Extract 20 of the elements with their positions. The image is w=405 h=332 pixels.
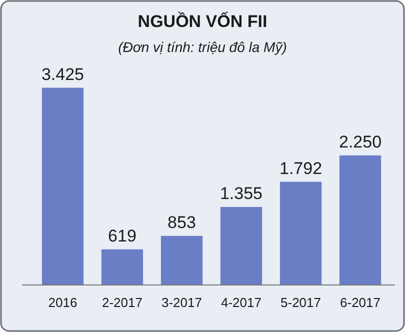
x-tick-label: 6-2017 [340, 295, 381, 310]
x-tick-label: 3-2017 [162, 295, 202, 310]
bar [220, 206, 262, 285]
x-tick-label: 5-2017 [280, 295, 322, 310]
data-label: 2.250 [338, 132, 382, 152]
bar [339, 155, 382, 285]
data-label: 3.425 [41, 64, 84, 84]
bar [280, 182, 322, 285]
bar [42, 88, 84, 285]
data-label: 1.792 [279, 158, 322, 178]
x-tick-label: 4-2017 [221, 295, 262, 310]
chart-title: NGUỒN VỐN FII [138, 11, 268, 31]
data-label: 1.355 [220, 184, 263, 203]
data-label: 619 [108, 226, 136, 246]
x-tick-label: 2016 [48, 295, 78, 310]
chart-subtitle: (Đơn vị tính: triệu đô la Mỹ) [118, 39, 287, 55]
data-label: 853 [168, 212, 196, 232]
x-tick-label: 2-2017 [102, 295, 142, 310]
bar [160, 236, 203, 285]
bar [101, 249, 144, 285]
